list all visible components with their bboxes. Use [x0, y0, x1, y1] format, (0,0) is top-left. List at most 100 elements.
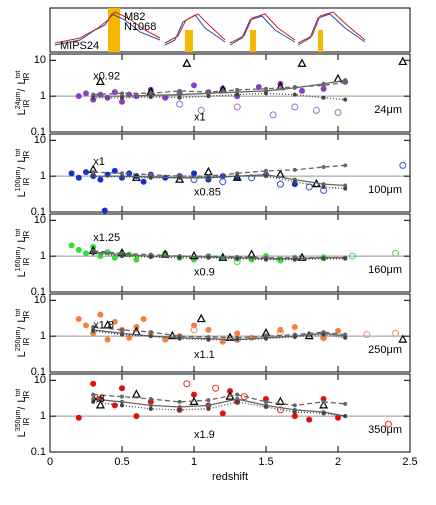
- trend-point: [120, 254, 124, 259]
- trend-point: [120, 399, 124, 404]
- ylabel-sub: IR: [22, 257, 31, 265]
- trend-point: [91, 392, 96, 397]
- trend-point: [177, 407, 182, 412]
- trend-line: [93, 326, 346, 339]
- data-point: [133, 256, 140, 263]
- data-point: [126, 334, 133, 341]
- ylabel-symbol: L: [16, 236, 28, 242]
- ylabel-symbol: L: [16, 396, 28, 402]
- ylabel-slash: /: [16, 88, 28, 92]
- filter-band: [185, 30, 193, 52]
- data-point-open: [392, 249, 400, 257]
- trend-point: [177, 405, 182, 410]
- y-tick-label: 10: [34, 54, 46, 66]
- plot-frame: [49, 133, 411, 213]
- data-point: [191, 170, 197, 177]
- trend-point: [206, 406, 211, 411]
- annotation: x0.85: [194, 186, 221, 198]
- ylabel-sub: IR: [22, 230, 31, 238]
- plot-frame: [49, 293, 411, 373]
- trend-point: [120, 171, 124, 176]
- data-point: [75, 174, 82, 181]
- trend-point: [120, 95, 124, 100]
- trend-point: [343, 332, 348, 337]
- trend-point: [343, 335, 348, 340]
- data-point: [234, 330, 241, 337]
- y-tick-label: 10: [34, 374, 46, 386]
- trend-point: [321, 399, 326, 404]
- ylabel-band: 350μm: [15, 409, 22, 431]
- data-point-open: [399, 161, 407, 169]
- trend-point: [206, 337, 211, 342]
- x-tick-label: 1: [191, 456, 197, 468]
- y-tick-label: 10: [34, 134, 46, 146]
- y-tick-label: 0.1: [31, 446, 46, 458]
- trend-point: [91, 325, 96, 330]
- trend-point: [206, 94, 211, 99]
- band-label: 24μm: [374, 104, 402, 116]
- data-point-open: [276, 256, 284, 264]
- data-point: [219, 410, 226, 417]
- data-point-open: [212, 384, 220, 392]
- trend-point: [292, 257, 297, 262]
- trend-point: [264, 174, 268, 179]
- trend-line: [93, 175, 346, 190]
- data-point: [320, 85, 327, 92]
- x-tick-label: 0: [47, 456, 53, 468]
- data-point: [83, 90, 89, 97]
- sed-curve: [54, 11, 366, 44]
- stack-triangle: [319, 400, 329, 409]
- trend-point: [321, 182, 326, 187]
- data-point: [306, 416, 313, 423]
- trend-point: [264, 168, 268, 173]
- sed-label: N1068: [124, 21, 156, 33]
- data-point: [140, 178, 147, 185]
- data-point: [291, 413, 298, 420]
- ylabel-symbol: L: [16, 271, 28, 277]
- data-point: [111, 318, 118, 325]
- data-point: [162, 336, 169, 343]
- trend-point: [264, 91, 268, 96]
- data-point-open: [363, 331, 371, 339]
- y-axis-label: L100μmIR/LtotIR: [15, 149, 31, 198]
- data-point-open: [348, 252, 356, 260]
- ylabel-band: 160μm: [15, 249, 22, 271]
- trend-point: [177, 92, 182, 97]
- y-tick-label: 10: [34, 214, 46, 226]
- trend-point: [177, 88, 182, 93]
- data-point: [205, 326, 212, 333]
- data-point: [320, 396, 327, 403]
- trend-point: [91, 328, 96, 333]
- ylabel-symbol: L: [16, 351, 28, 357]
- trend-point: [292, 179, 297, 184]
- ylabel-sub: IR: [22, 417, 31, 425]
- ylabel-band: 24μm: [15, 91, 22, 109]
- trend-point: [292, 403, 297, 408]
- trend-point: [120, 332, 124, 337]
- trend-point: [292, 92, 297, 97]
- data-point: [83, 169, 89, 176]
- data-point: [335, 414, 341, 421]
- data-point: [263, 396, 269, 403]
- plot-frame: [49, 213, 411, 293]
- trend-point: [264, 336, 268, 341]
- ylabel-band: tot: [15, 71, 22, 79]
- data-point: [97, 176, 104, 183]
- trend-point: [292, 167, 297, 172]
- annotation: x1.8: [93, 319, 114, 331]
- ylabel-band: tot: [15, 389, 22, 397]
- filter-band: [108, 8, 120, 52]
- trend-point: [264, 405, 268, 410]
- data-point-open: [219, 178, 227, 186]
- data-point: [119, 385, 125, 392]
- x-axis-label: redshift: [212, 471, 248, 483]
- trend-point: [91, 397, 96, 402]
- data-point-open: [190, 326, 198, 334]
- stack-triangle: [275, 396, 285, 405]
- data-point: [219, 338, 226, 345]
- trend-point: [177, 336, 182, 341]
- data-point: [335, 327, 341, 334]
- data-point: [97, 311, 104, 318]
- sed-frame: [49, 7, 411, 53]
- trend-point: [91, 170, 96, 175]
